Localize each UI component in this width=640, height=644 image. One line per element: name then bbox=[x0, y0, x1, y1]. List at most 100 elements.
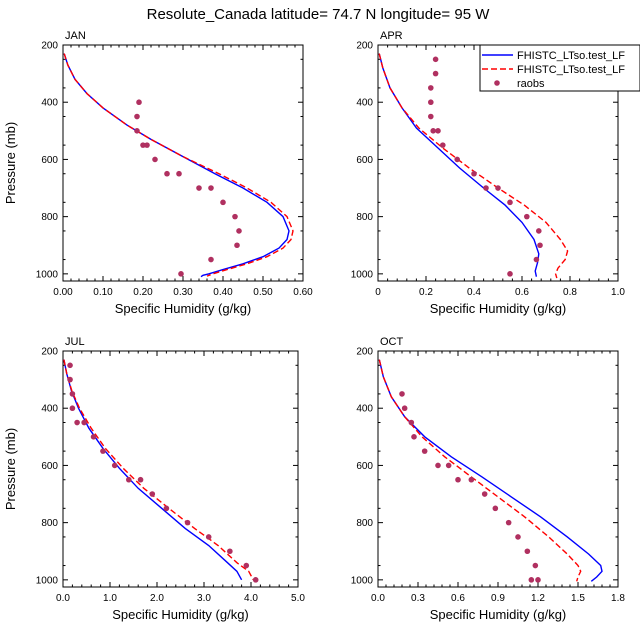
raobs-point bbox=[137, 476, 144, 483]
y-tick-label: 600 bbox=[41, 155, 58, 166]
y-tick-label: 200 bbox=[356, 41, 373, 52]
x-tick-label: 0.60 bbox=[293, 287, 313, 298]
x-tick-label: 0.2 bbox=[419, 287, 433, 298]
x-tick-label: 0.0 bbox=[56, 593, 70, 604]
y-tick-label: 400 bbox=[356, 404, 373, 415]
raobs-point bbox=[67, 362, 73, 369]
y-tick-label: 200 bbox=[41, 41, 58, 52]
x-tick-label: 0 bbox=[375, 287, 381, 298]
model-line-dashed bbox=[63, 359, 254, 581]
raobs-point bbox=[471, 170, 477, 177]
raobs-point bbox=[69, 391, 76, 397]
raobs-point bbox=[430, 128, 437, 134]
x-tick-label: 1.5 bbox=[571, 593, 585, 604]
raobs-point bbox=[227, 548, 233, 555]
y-axis-label: Pressure (mb) bbox=[3, 122, 18, 204]
legend-marker bbox=[494, 80, 500, 86]
raobs-point bbox=[67, 376, 73, 383]
raobs-point bbox=[90, 434, 97, 440]
y-tick-label: 800 bbox=[356, 518, 373, 529]
x-tick-label: 1.0 bbox=[103, 593, 117, 604]
y-tick-label: 800 bbox=[41, 212, 58, 223]
y-tick-label: 600 bbox=[356, 155, 373, 166]
raobs-point bbox=[111, 462, 118, 469]
raobs-point bbox=[432, 56, 439, 63]
x-tick-label: 0.6 bbox=[451, 593, 465, 604]
y-tick-label: 200 bbox=[41, 347, 58, 358]
model-line-solid bbox=[63, 359, 243, 581]
raobs-point bbox=[196, 185, 202, 191]
raobs-point bbox=[495, 185, 501, 191]
x-axis-label: Specific Humidity (g/kg) bbox=[112, 607, 249, 622]
y-tick-label: 1000 bbox=[351, 269, 374, 280]
raobs-point bbox=[455, 476, 461, 483]
x-tick-label: 1.8 bbox=[611, 593, 625, 604]
raobs-point bbox=[440, 142, 446, 148]
raobs-point bbox=[468, 476, 475, 483]
raobs-point bbox=[136, 99, 142, 106]
raobs-point bbox=[205, 534, 212, 540]
x-tick-label: 5.0 bbox=[291, 593, 305, 604]
page-title: Resolute_Canada latitude= 74.7 N longitu… bbox=[147, 6, 491, 23]
legend-label: raobs bbox=[517, 78, 545, 90]
raobs-point bbox=[524, 548, 531, 555]
x-tick-label: 0.0 bbox=[371, 593, 385, 604]
panel-title: JUL bbox=[65, 336, 85, 348]
legend-label: FHISTC_LTso.test_LF bbox=[517, 64, 625, 76]
raobs-point bbox=[236, 228, 242, 234]
raobs-point bbox=[69, 405, 76, 412]
x-tick-label: 0.4 bbox=[467, 287, 481, 298]
raobs-point bbox=[401, 405, 408, 412]
raobs-point bbox=[134, 113, 140, 120]
raobs-point bbox=[164, 170, 170, 177]
chart-panel-oct: 0.0 0.3 0.6 0.9 1.2 1.5 1.8 200 400 600 800 1000 OCT… bbox=[351, 336, 626, 622]
chart-panel-jan: 0.00 0.10 0.20 0.30 0.40 0.50 0.60 200 400 600 800… bbox=[3, 30, 313, 316]
model-line-dashed bbox=[63, 53, 294, 277]
raobs-point bbox=[232, 213, 238, 220]
model-line-solid bbox=[378, 359, 603, 582]
raobs-point bbox=[178, 271, 184, 277]
y-tick-label: 400 bbox=[41, 98, 58, 109]
raobs-point bbox=[481, 491, 488, 497]
x-tick-label: 1.2 bbox=[531, 593, 545, 604]
raobs-point bbox=[220, 199, 226, 206]
raobs-point bbox=[140, 142, 146, 148]
raobs-point bbox=[528, 577, 535, 583]
model-line-dashed bbox=[378, 53, 569, 279]
raobs-point bbox=[537, 242, 543, 249]
x-tick-label: 0.10 bbox=[93, 287, 113, 298]
y-tick-label: 400 bbox=[356, 98, 373, 109]
x-axis-label: Specific Humidity (g/kg) bbox=[430, 607, 567, 622]
panel-title: OCT bbox=[380, 336, 404, 348]
raobs-point bbox=[483, 185, 489, 191]
raobs-point bbox=[533, 256, 540, 263]
y-tick-label: 1000 bbox=[36, 575, 59, 586]
raobs-point bbox=[421, 448, 428, 454]
raobs-point bbox=[505, 519, 512, 526]
raobs-point bbox=[428, 99, 434, 106]
raobs-point bbox=[435, 462, 441, 469]
x-tick-label: 0.8 bbox=[563, 287, 577, 298]
plot-frame bbox=[377, 350, 619, 588]
raobs-point bbox=[176, 170, 182, 177]
y-tick-label: 600 bbox=[41, 461, 58, 472]
y-tick-label: 1000 bbox=[36, 269, 59, 280]
y-tick-label: 200 bbox=[356, 347, 373, 358]
raobs-point bbox=[515, 534, 521, 540]
x-axis-label: Specific Humidity (g/kg) bbox=[430, 301, 567, 316]
raobs-point bbox=[126, 476, 132, 483]
x-axis-label: Specific Humidity (g/kg) bbox=[115, 301, 252, 316]
panel-title: JAN bbox=[65, 30, 86, 42]
panel-title: APR bbox=[380, 30, 403, 42]
raobs-point bbox=[399, 391, 405, 397]
model-line-solid bbox=[63, 53, 290, 278]
x-tick-label: 0.30 bbox=[173, 287, 193, 298]
y-axis-label: Pressure (mb) bbox=[3, 428, 18, 510]
raobs-point bbox=[535, 577, 541, 583]
chart-panel-jul: 0.0 1.0 2.0 3.0 4.0 5.0 200 400 600 800 1000 JUL Spe… bbox=[3, 336, 305, 622]
x-tick-label: 0.00 bbox=[53, 287, 73, 298]
raobs-point bbox=[252, 577, 259, 583]
raobs-point bbox=[408, 419, 415, 426]
